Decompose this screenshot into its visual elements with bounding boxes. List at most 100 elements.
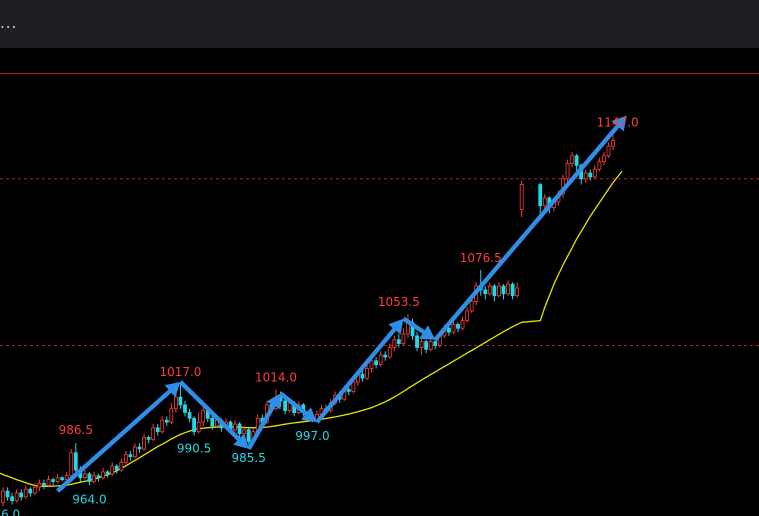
candle-body [105, 471, 110, 475]
candle [42, 479, 46, 490]
candle-body [351, 381, 356, 392]
candle [155, 424, 160, 436]
candle-body [210, 417, 215, 427]
candle [187, 408, 192, 423]
candle-body [110, 465, 115, 475]
candle-body [60, 477, 65, 480]
candle-body [1, 490, 5, 503]
candle-body [123, 454, 128, 463]
candle-body [69, 452, 74, 477]
candle-body [383, 354, 388, 358]
candle-body [10, 496, 15, 502]
top-toolbar: ... [0, 0, 759, 48]
candle-body [146, 437, 151, 440]
candle-body [538, 184, 543, 207]
candle-body [73, 452, 78, 471]
candle [146, 435, 151, 444]
candle [497, 282, 501, 298]
candle-body [137, 446, 142, 450]
trend-arrow [402, 316, 436, 340]
candle [87, 471, 92, 486]
candle-body [401, 333, 406, 344]
candle-body [433, 341, 438, 346]
candle-body [542, 197, 547, 207]
more-menu-icon[interactable]: ... [0, 14, 18, 32]
candle-body [178, 396, 183, 406]
high-price-label: 1053.5 [378, 295, 420, 309]
low-price-label: 964.0 [72, 492, 106, 506]
trend-arrow [433, 115, 627, 342]
candle-body [119, 461, 124, 471]
candle [19, 489, 24, 501]
candle [588, 169, 593, 181]
candle-body [446, 327, 451, 333]
candle [110, 462, 115, 476]
candle-body [196, 421, 201, 433]
candle-body [92, 475, 96, 482]
candle-body [283, 400, 288, 412]
low-price-label: 997.0 [295, 429, 329, 443]
trend-arrow [315, 318, 404, 424]
candle [406, 313, 410, 338]
candle [365, 364, 369, 380]
candle [101, 468, 105, 480]
candle [583, 169, 588, 183]
trend-arrow [246, 393, 281, 450]
candle [83, 470, 87, 480]
candle-body [55, 477, 60, 482]
candle [5, 487, 10, 501]
candle-body [469, 301, 474, 312]
candle-body [396, 339, 401, 344]
candle-body [64, 475, 69, 480]
candle [51, 477, 55, 486]
candle-body [510, 283, 515, 297]
candle [178, 383, 183, 409]
candle [510, 282, 515, 300]
candle-body [424, 341, 429, 350]
candle [451, 320, 456, 334]
candle [105, 470, 110, 478]
candle-body [483, 289, 488, 295]
candle-body [237, 423, 242, 435]
candle-body [173, 396, 178, 410]
low-price-label: 985.5 [232, 451, 266, 465]
candle-body [515, 287, 520, 297]
candle [69, 448, 74, 478]
candle-body [246, 429, 251, 442]
candle [387, 343, 392, 359]
candle [392, 335, 397, 352]
candle-body [369, 360, 374, 369]
candle-body [519, 184, 524, 210]
low-price-label: 990.5 [177, 442, 211, 456]
candle [374, 356, 379, 369]
candle-body [42, 483, 46, 486]
candle-body [392, 339, 397, 348]
candle-body [187, 412, 192, 419]
candle-body [142, 437, 146, 450]
candle-body [101, 471, 105, 479]
candle [14, 489, 19, 503]
candle-body [37, 483, 42, 488]
candle [201, 406, 206, 426]
candle [233, 420, 237, 432]
candle [164, 416, 169, 426]
candle [60, 475, 65, 482]
candle [542, 194, 547, 210]
candle-body [46, 479, 51, 486]
candle [602, 151, 606, 166]
candle-body [451, 324, 456, 333]
candle [415, 332, 419, 352]
high-price-label: 1076.5 [460, 251, 502, 265]
candle [133, 443, 137, 459]
candle-body [492, 285, 497, 297]
candle-body [460, 320, 465, 329]
candle-body [374, 360, 379, 366]
candle [160, 416, 165, 434]
candle-body [487, 285, 492, 295]
candle [538, 182, 543, 214]
candle [515, 282, 520, 298]
candle [606, 142, 611, 158]
candle [237, 422, 242, 438]
candle-body [151, 427, 156, 440]
trend-arrow [178, 380, 249, 449]
